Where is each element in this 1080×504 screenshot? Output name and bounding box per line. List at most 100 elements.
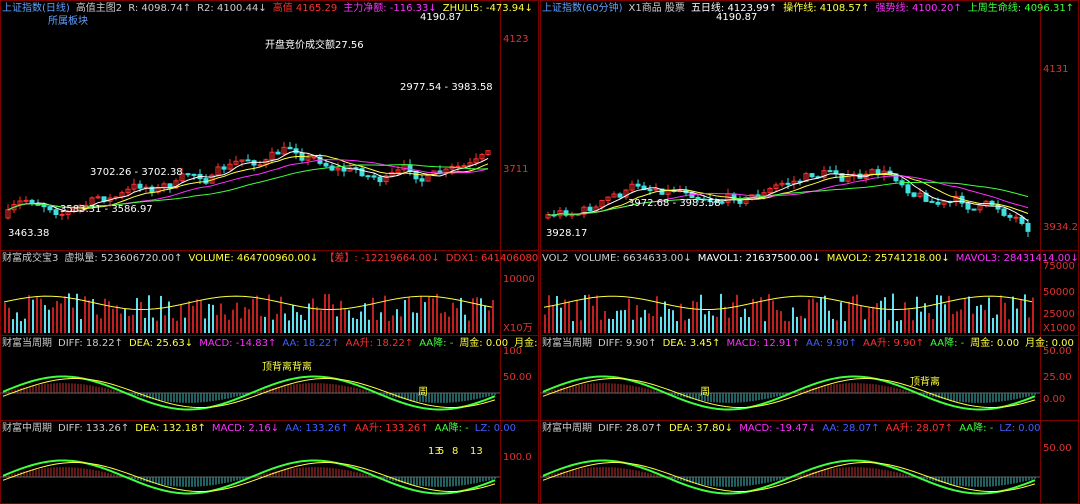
volume-bar <box>220 303 222 333</box>
volume-bar <box>900 320 902 333</box>
candle-body <box>791 180 797 184</box>
indicator-value: 主力净额: -116.33↓ <box>343 3 437 14</box>
candle-body <box>977 204 983 211</box>
volume-bar <box>432 298 434 333</box>
candle-body <box>221 166 227 170</box>
dea-line <box>2 377 496 409</box>
panel-title: VOL2 <box>542 253 569 264</box>
candle-body <box>413 170 419 180</box>
volume-bar <box>700 294 702 333</box>
panel-title: 财富当周期 <box>2 338 52 349</box>
candle-body <box>173 180 179 189</box>
indicator-value: DIFF: 9.90↑ <box>598 338 657 349</box>
volume-bar <box>320 310 322 333</box>
candle-body <box>179 173 185 182</box>
volume-bar <box>308 303 310 333</box>
volume-bar <box>376 319 378 333</box>
volume-bar <box>272 319 274 333</box>
volume-bar <box>468 320 470 333</box>
volume-bar <box>124 309 126 333</box>
candle-body <box>1007 214 1013 218</box>
volume-bar <box>1016 308 1018 333</box>
annotation: 8 <box>452 446 459 457</box>
volume-bar <box>408 297 410 333</box>
volume-bar <box>232 309 234 333</box>
candle-body <box>47 206 53 211</box>
volume-bar <box>488 310 490 333</box>
candle-body <box>827 170 833 173</box>
candle-body <box>419 178 425 182</box>
volume-bar <box>596 295 598 333</box>
volume-bar <box>464 314 466 333</box>
volume-bar <box>556 296 558 333</box>
volume-bar <box>636 305 638 333</box>
volume-bar <box>8 307 10 333</box>
volume-bar <box>24 318 26 333</box>
volume-bar <box>632 319 634 333</box>
volume-bar <box>908 309 910 333</box>
volume-bar <box>976 306 978 333</box>
candle-body <box>425 175 431 182</box>
volume-bar <box>168 301 170 333</box>
volume-bar <box>984 310 986 333</box>
axis-label: 50.00 <box>1043 443 1072 455</box>
axis-label: 100 <box>503 346 523 357</box>
volume-bar <box>880 300 882 333</box>
volume-bar <box>84 296 86 333</box>
candle-body <box>95 196 101 199</box>
candle-body <box>485 150 491 155</box>
volume-bar <box>660 316 662 333</box>
indicator-value: AA升: 9.90↑ <box>862 338 925 349</box>
candle-body <box>779 182 785 186</box>
volume-bar <box>1008 319 1010 333</box>
volume-bar <box>620 310 622 333</box>
panel-header: 上证指数(日线) 高值主图2 R: 4098.74↑ R2: 4100.44↓ 高值 4… <box>2 1 538 17</box>
indicator-value: MACD: 12.91↑ <box>726 338 800 349</box>
volume-bar <box>352 317 354 333</box>
annotation: 5 <box>438 446 445 457</box>
axis-label: 3934.2 <box>1043 221 1078 233</box>
volume-bar <box>396 309 398 333</box>
indicator-value: AA: 28.07↑ <box>822 423 880 434</box>
volume-bar <box>688 318 690 333</box>
panel-header: 上证指数(60分钟) X1商品 股票 五日线: 4123.99↑ 操作线: 4108.… <box>542 1 1078 17</box>
volume-bar <box>20 321 22 333</box>
volume-bar <box>192 305 194 333</box>
annotation: 3702.26 - 3702.38 <box>90 167 183 178</box>
volume-bar <box>4 303 6 333</box>
indicator-value: DEA: 132.18↑ <box>135 423 206 434</box>
volume-bar <box>904 302 906 333</box>
candle-body <box>719 201 725 204</box>
candle-body <box>59 213 65 216</box>
volume-bar <box>1000 295 1002 333</box>
volume-bar <box>840 302 842 333</box>
candle-body <box>803 173 809 183</box>
indicator-value: MAVOL2: 25741218.00↓ <box>826 253 950 264</box>
indicator-value: 强势线: 4100.20↑ <box>875 3 962 14</box>
volume-bar <box>304 319 306 333</box>
candle-body <box>233 160 239 165</box>
volume-bar <box>680 303 682 333</box>
candle-body <box>743 196 749 204</box>
axis-label: 4131 <box>1043 64 1069 75</box>
volume-bar <box>576 299 578 333</box>
indicator-value: DEA: 3.45↑ <box>662 338 721 349</box>
volume-bar <box>988 297 990 333</box>
candle-body <box>917 192 923 197</box>
moving-average <box>547 172 1029 222</box>
indicator-value: DEA: 37.80↓ <box>668 423 734 434</box>
volume-bar <box>436 293 438 333</box>
moving-average <box>547 173 1029 216</box>
volume-bar <box>544 314 546 333</box>
volume-bar <box>732 302 734 333</box>
candle-body <box>323 162 329 167</box>
volume-bar <box>552 305 554 333</box>
volume-bar <box>740 317 742 333</box>
volume-bar <box>444 312 446 333</box>
volume-bar <box>152 317 154 333</box>
volume-bar <box>228 319 230 333</box>
volume-bar <box>560 307 562 333</box>
volume-bar <box>936 295 938 333</box>
